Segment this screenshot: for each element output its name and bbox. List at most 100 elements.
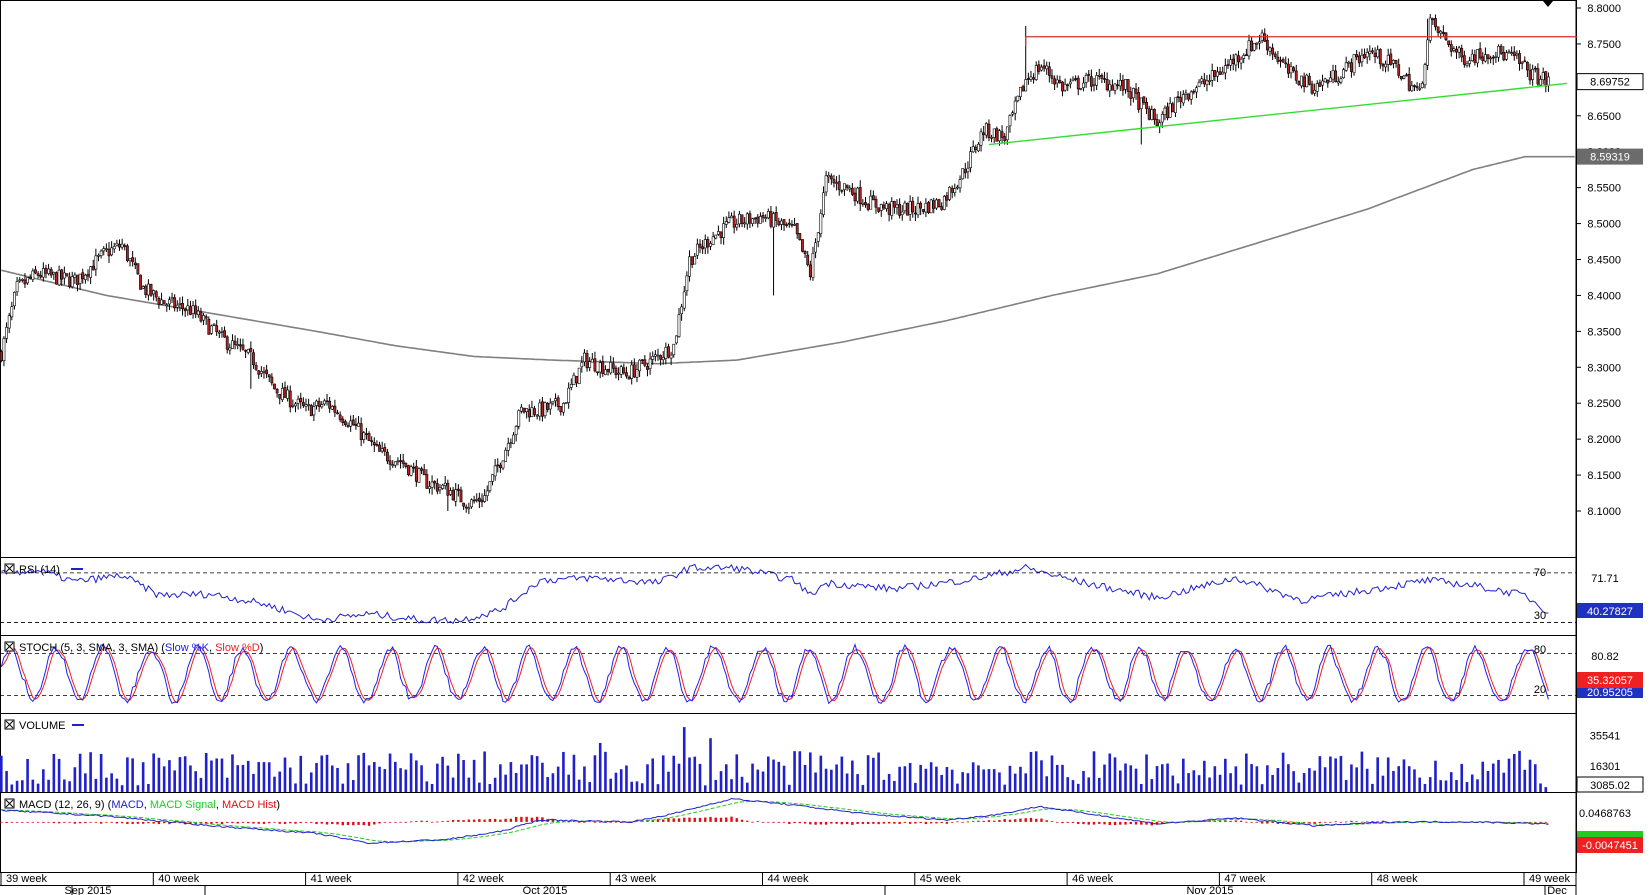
volume-bar <box>640 783 644 792</box>
macd-hist-bar <box>1077 821 1080 824</box>
candle-body <box>296 398 300 404</box>
candle-body <box>619 366 623 375</box>
macd-hist-bar <box>1266 821 1269 824</box>
macd-hist-bar <box>373 821 376 825</box>
trendlines <box>988 36 1578 146</box>
candle-body <box>982 132 986 135</box>
candle-body <box>832 179 836 184</box>
volume-bar <box>530 755 534 792</box>
candle-body <box>267 374 271 378</box>
candle-body <box>643 359 647 366</box>
candle-body <box>430 481 434 488</box>
candle-body <box>1402 75 1406 79</box>
candle-body <box>57 269 61 286</box>
candle-body <box>131 257 135 262</box>
volume-bar <box>1386 757 1390 792</box>
candle-body <box>1005 126 1009 141</box>
macd-hist-bar <box>1003 819 1006 822</box>
volume-bar <box>1313 770 1316 792</box>
scroll-marker-icon[interactable] <box>1543 1 1553 7</box>
candle-body <box>1032 77 1035 80</box>
macd-hist-bar <box>1507 821 1511 823</box>
volume-bar <box>966 773 970 792</box>
candle-body <box>378 444 381 452</box>
volume-bar <box>703 785 707 792</box>
volume-bar <box>115 778 119 792</box>
volume-panel: 35541 16301 <box>0 727 1620 792</box>
volume-bar <box>1470 774 1474 792</box>
stoch-d-badge: 20.95205 <box>1577 686 1643 699</box>
volume-bar <box>394 761 397 792</box>
volume-bar <box>977 765 980 792</box>
candle-body <box>404 462 408 467</box>
macd-hist-bar <box>1024 818 1027 822</box>
candle-body <box>1423 64 1427 86</box>
volume-bar <box>1019 766 1022 792</box>
volume-bar <box>877 752 880 792</box>
macd-hist-bar <box>126 821 129 825</box>
macd-hist-bar <box>310 821 313 823</box>
volume-bar <box>835 764 838 792</box>
candle-body <box>927 202 930 214</box>
candle-body <box>1457 47 1461 53</box>
candle-body <box>525 408 529 412</box>
candle-body <box>1234 54 1238 66</box>
candle-body <box>139 274 142 290</box>
candle-body <box>1087 73 1091 76</box>
macd-hist-bar <box>493 818 497 822</box>
volume-bar <box>451 777 455 792</box>
candle-body <box>39 274 43 278</box>
volume-last-badge: 3085.02 <box>1576 776 1644 793</box>
macd-hist-bar <box>1355 821 1358 823</box>
stoch-axis-value: 80.82 <box>1591 651 1619 663</box>
volume-bar <box>661 755 665 792</box>
macd-hist-bar <box>68 821 71 823</box>
price-tick-label: 8.1000 <box>1587 506 1621 518</box>
candle-body <box>1021 86 1025 92</box>
candle-body <box>210 325 213 334</box>
candle-body <box>1342 69 1345 79</box>
macd-hist-bar <box>346 821 350 826</box>
candle-body <box>1318 82 1322 87</box>
volume-bar <box>772 759 775 792</box>
price-badges: 8.69752 8.59319 <box>1576 73 1644 165</box>
candle-body <box>1108 83 1112 92</box>
macd-hist-bar <box>105 821 108 823</box>
candle-body <box>990 137 993 139</box>
volume-bar <box>1224 758 1227 792</box>
volume-bar <box>562 751 565 792</box>
stoch-k-line <box>0 643 1549 705</box>
candle-body <box>709 243 712 247</box>
candle-body <box>646 366 649 370</box>
candle-body <box>1329 77 1332 83</box>
candle-body <box>362 432 366 440</box>
volume-bar <box>556 766 560 792</box>
candle-body <box>244 350 247 352</box>
candle-body <box>932 200 936 209</box>
candle-body <box>1431 18 1435 21</box>
volume-bar <box>204 752 208 792</box>
candle-body <box>845 184 849 189</box>
macd-hist-bar <box>1087 821 1090 825</box>
candle-body <box>68 276 72 288</box>
candle-body <box>270 376 274 384</box>
candle-body <box>1449 44 1453 52</box>
volume-bar <box>1171 775 1175 792</box>
candle-body <box>407 465 410 475</box>
candle-body <box>225 336 229 350</box>
volume-bar <box>814 772 817 792</box>
volume-bar <box>882 779 886 792</box>
support-line[interactable] <box>988 82 1567 146</box>
volume-bar <box>1266 765 1269 792</box>
volume-bar <box>215 758 218 792</box>
macd-hist-bar <box>793 821 796 824</box>
candle-body <box>165 304 169 307</box>
volume-bar <box>105 777 108 792</box>
candle-body <box>764 217 768 220</box>
candlesticks <box>0 13 1550 515</box>
candle-body <box>257 370 261 375</box>
volume-bar <box>751 763 754 792</box>
macd-hist-bar <box>1392 821 1395 823</box>
volume-bar <box>866 755 870 792</box>
moving-average-line <box>1 155 1575 365</box>
